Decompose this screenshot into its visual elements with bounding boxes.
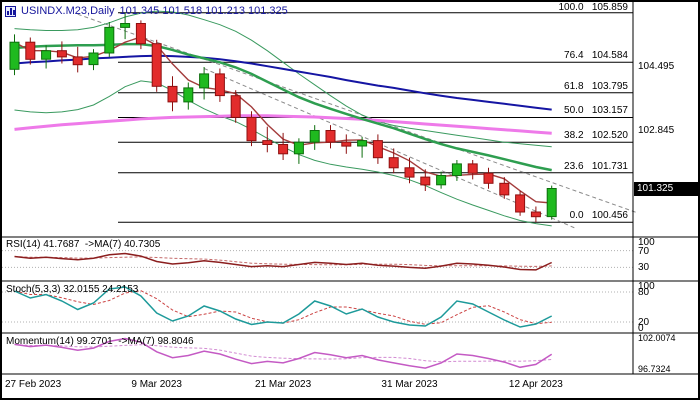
momentum-indicator-label: Momentum(14) 99.2701 ->MA(7) 98.8046: [6, 336, 194, 347]
candlestick-series: [9, 12, 557, 222]
rsi-indicator-label: RSI(14) 41.7687 ->MA(7) 40.7305: [6, 239, 161, 250]
chart-header: USINDX.M23,Daily 101.345 101.518 101.213…: [5, 5, 288, 17]
symbol-period-label: USINDX.M23,Daily: [21, 5, 115, 17]
stochastic-indicator-label: Stoch(5,3,3) 32.0155 24.2153: [6, 284, 139, 295]
current-price-badge: 101.325: [634, 181, 698, 196]
chart-icon: [5, 5, 16, 17]
ohlc-values: 101.345 101.518 101.213 101.325: [119, 5, 288, 17]
